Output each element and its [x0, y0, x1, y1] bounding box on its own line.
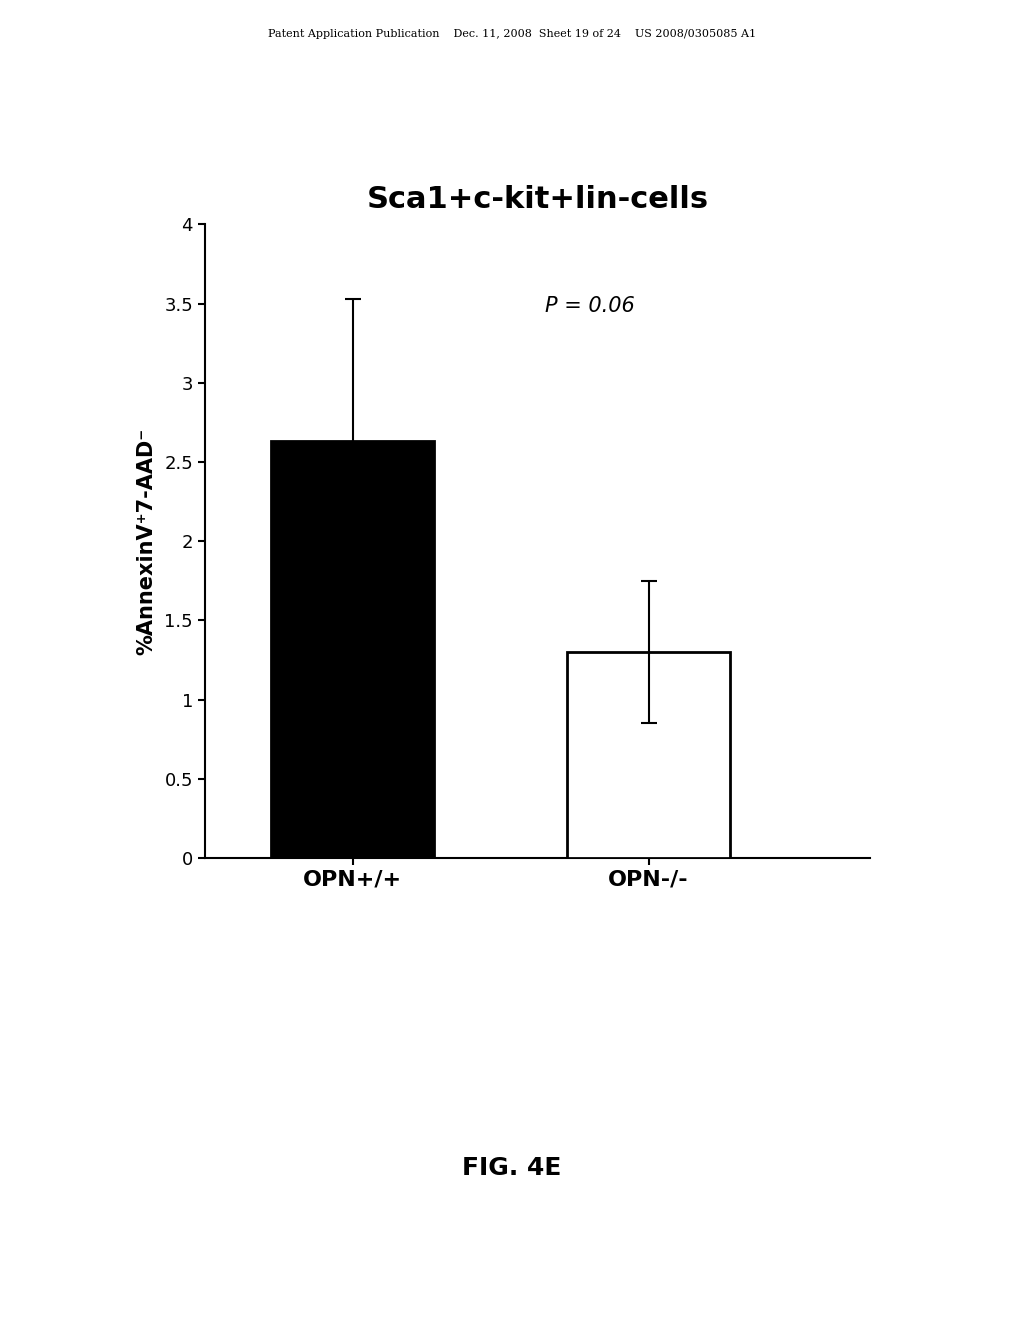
Text: P = 0.06: P = 0.06	[545, 296, 635, 315]
Text: FIG. 4E: FIG. 4E	[462, 1156, 562, 1180]
Y-axis label: %AnnexinV⁺7-AAD⁻: %AnnexinV⁺7-AAD⁻	[136, 428, 156, 655]
Title: Sca1+c-kit+lin-cells: Sca1+c-kit+lin-cells	[367, 185, 709, 214]
Bar	[271, 441, 434, 858]
Bar	[567, 652, 730, 858]
Text: Patent Application Publication    Dec. 11, 2008  Sheet 19 of 24    US 2008/03050: Patent Application Publication Dec. 11, …	[268, 29, 756, 40]
